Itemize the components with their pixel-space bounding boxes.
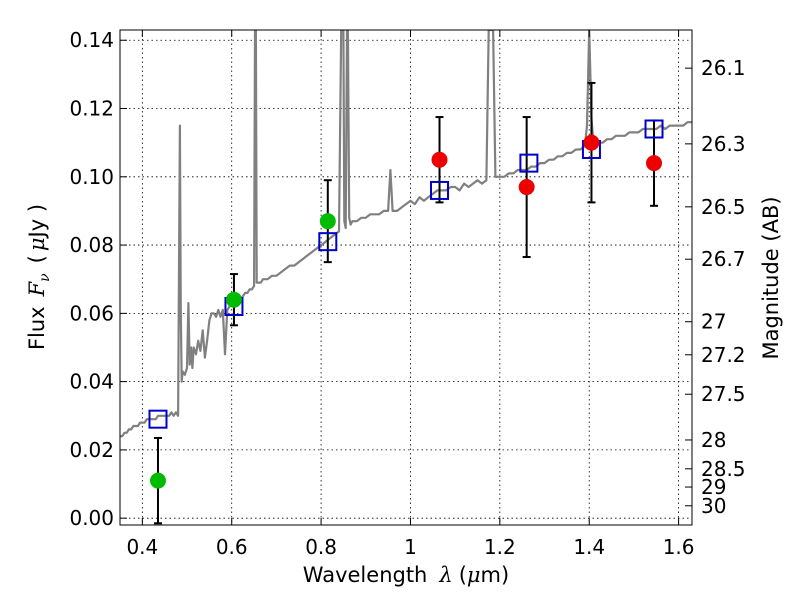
model-photometry-square [148,409,168,429]
x-tick-label: 1.4 [573,535,605,559]
right-tick-label: 26.3 [701,132,746,156]
model-photometry-square [430,180,450,200]
observed-photometry-point [431,151,448,168]
observed-photometry-markers [149,134,663,489]
y-axis-ticks: 0.00 0.02 0.04 0.06 0.08 0.10 0.12 0.14 [69,28,127,530]
model-photometry-square [318,232,338,252]
right-tick-label: 27.5 [701,382,746,406]
y-tick-label: 0.04 [69,370,114,394]
y-axis-unit-rest: Jy ) [25,204,49,240]
observed-photometry-point [646,155,663,172]
y-tick-label: 0.02 [69,438,114,462]
x-axis-ticks: 0.4 0.6 0.8 1 1.2 1.4 1.6 [126,30,695,559]
x-tick-label: 1 [404,535,417,559]
y-tick-label: 0.06 [69,301,114,325]
y-tick-label: 0.10 [69,165,114,189]
observed-photometry-point [319,213,336,230]
right-tick-label: 29 [701,475,726,499]
x-tick-label: 0.4 [126,535,158,559]
x-axis-unit-mu: μ [467,563,481,587]
model-photometry-square [644,119,664,139]
y-axis-subscript: ν [37,273,53,282]
model-photometry-square [519,153,539,173]
x-tick-label: 0.8 [305,535,337,559]
x-tick-label: 1.2 [484,535,516,559]
y-axis-unit-open: ( [25,255,49,263]
y-tick-label: 0.14 [69,28,114,52]
right-tick-label: 27.2 [701,343,746,367]
y-axis-title-prefix: Flux [25,306,49,350]
observed-photometry-point [225,291,242,308]
x-axis-title: Wavelength λ (μm) [303,563,509,587]
spectrum-line [120,30,692,438]
right-tick-label: 26.7 [701,247,746,271]
right-tick-label: 26.5 [701,195,746,219]
y-axis-symbol: F [25,280,49,297]
observed-photometry-point [518,179,535,196]
observed-photometry-point [583,134,600,151]
x-tick-label: 1.6 [663,535,695,559]
right-tick-label: 28 [701,428,726,452]
right-axis-title: Magnitude (AB) [759,196,783,359]
x-axis-unit-rest: m) [481,563,510,587]
model-photometry-markers [148,119,664,429]
x-tick-label: 0.6 [216,535,248,559]
y-tick-label: 0.12 [69,97,114,121]
x-axis-symbol: λ [438,563,452,587]
y-axis-unit-mu: μ [25,237,49,251]
observed-photometry-point [149,472,166,489]
right-tick-label: 30 [701,494,726,518]
x-axis-unit-open: ( [459,563,467,587]
y-axis-title: Flux Fν ( μJy ) [25,204,53,350]
right-tick-label: 28.5 [701,457,746,481]
right-tick-label: 26.1 [701,56,746,80]
grid [120,30,692,525]
x-axis-title-prefix: Wavelength [303,563,428,587]
right-tick-label: 27 [701,310,726,334]
y-tick-label: 0.08 [69,233,114,257]
plot-frame [119,29,693,526]
y-tick-label: 0.00 [69,506,114,530]
